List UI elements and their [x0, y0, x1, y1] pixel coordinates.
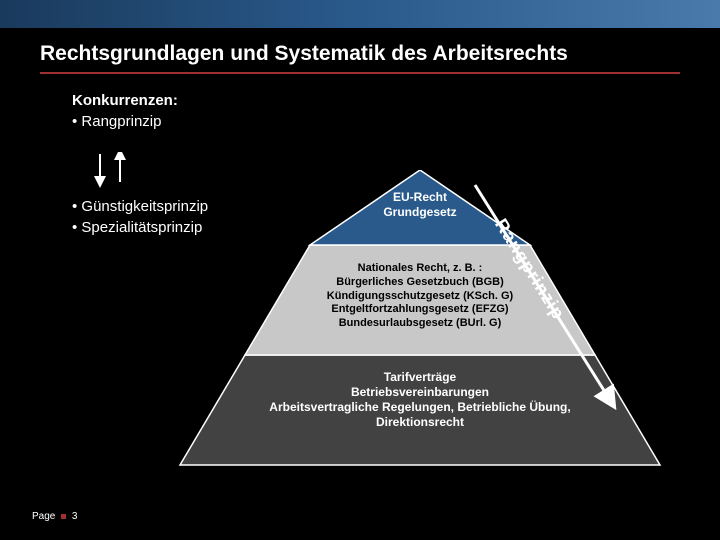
tier3-line1: Tarifverträge	[384, 370, 456, 384]
slide-title: Rechtsgrundlagen und Systematik des Arbe…	[40, 42, 568, 66]
tier3-line2: Betriebsvereinbarungen	[351, 385, 489, 399]
tier1-line1: EU-Recht	[393, 190, 447, 204]
tier2-line5: Bundesurlaubsgesetz (BUrl. G)	[339, 317, 502, 329]
tier3-line4: Direktionsrecht	[376, 415, 464, 429]
tier2-line4: Entgeltfortzahlungsgesetz (EFZG)	[331, 303, 508, 315]
pyramid-tier1: EU-Recht Grundgesetz	[155, 190, 685, 220]
footer: Page 3	[32, 511, 77, 522]
pyramid-diagram: EU-Recht Grundgesetz Nationales Recht, z…	[155, 170, 685, 490]
bullet-rangprinzip: • Rangprinzip	[72, 111, 178, 132]
tier2-line3: Kündigungsschutzgesetz (KSch. G)	[327, 290, 513, 302]
footer-label: Page	[32, 511, 55, 522]
bullets-konkurrenzen: Konkurrenzen: • Rangprinzip	[72, 90, 178, 132]
footer-square-icon	[61, 514, 66, 519]
title-underline	[40, 72, 680, 74]
tier2-line1: Nationales Recht, z. B. :	[358, 262, 483, 274]
pyramid-tier2: Nationales Recht, z. B. : Bürgerliches G…	[155, 262, 685, 331]
tier3-line3: Arbeitsvertragliche Regelungen, Betriebl…	[269, 400, 570, 414]
tier1-line2: Grundgesetz	[383, 205, 456, 219]
arrows-icon	[92, 152, 132, 193]
bullets-heading: Konkurrenzen:	[72, 90, 178, 111]
footer-page-number: 3	[72, 511, 78, 522]
top-bar	[0, 0, 720, 28]
pyramid-tier3: Tarifverträge Betriebsvereinbarungen Arb…	[155, 370, 685, 430]
tier2-line2: Bürgerliches Gesetzbuch (BGB)	[336, 276, 503, 288]
